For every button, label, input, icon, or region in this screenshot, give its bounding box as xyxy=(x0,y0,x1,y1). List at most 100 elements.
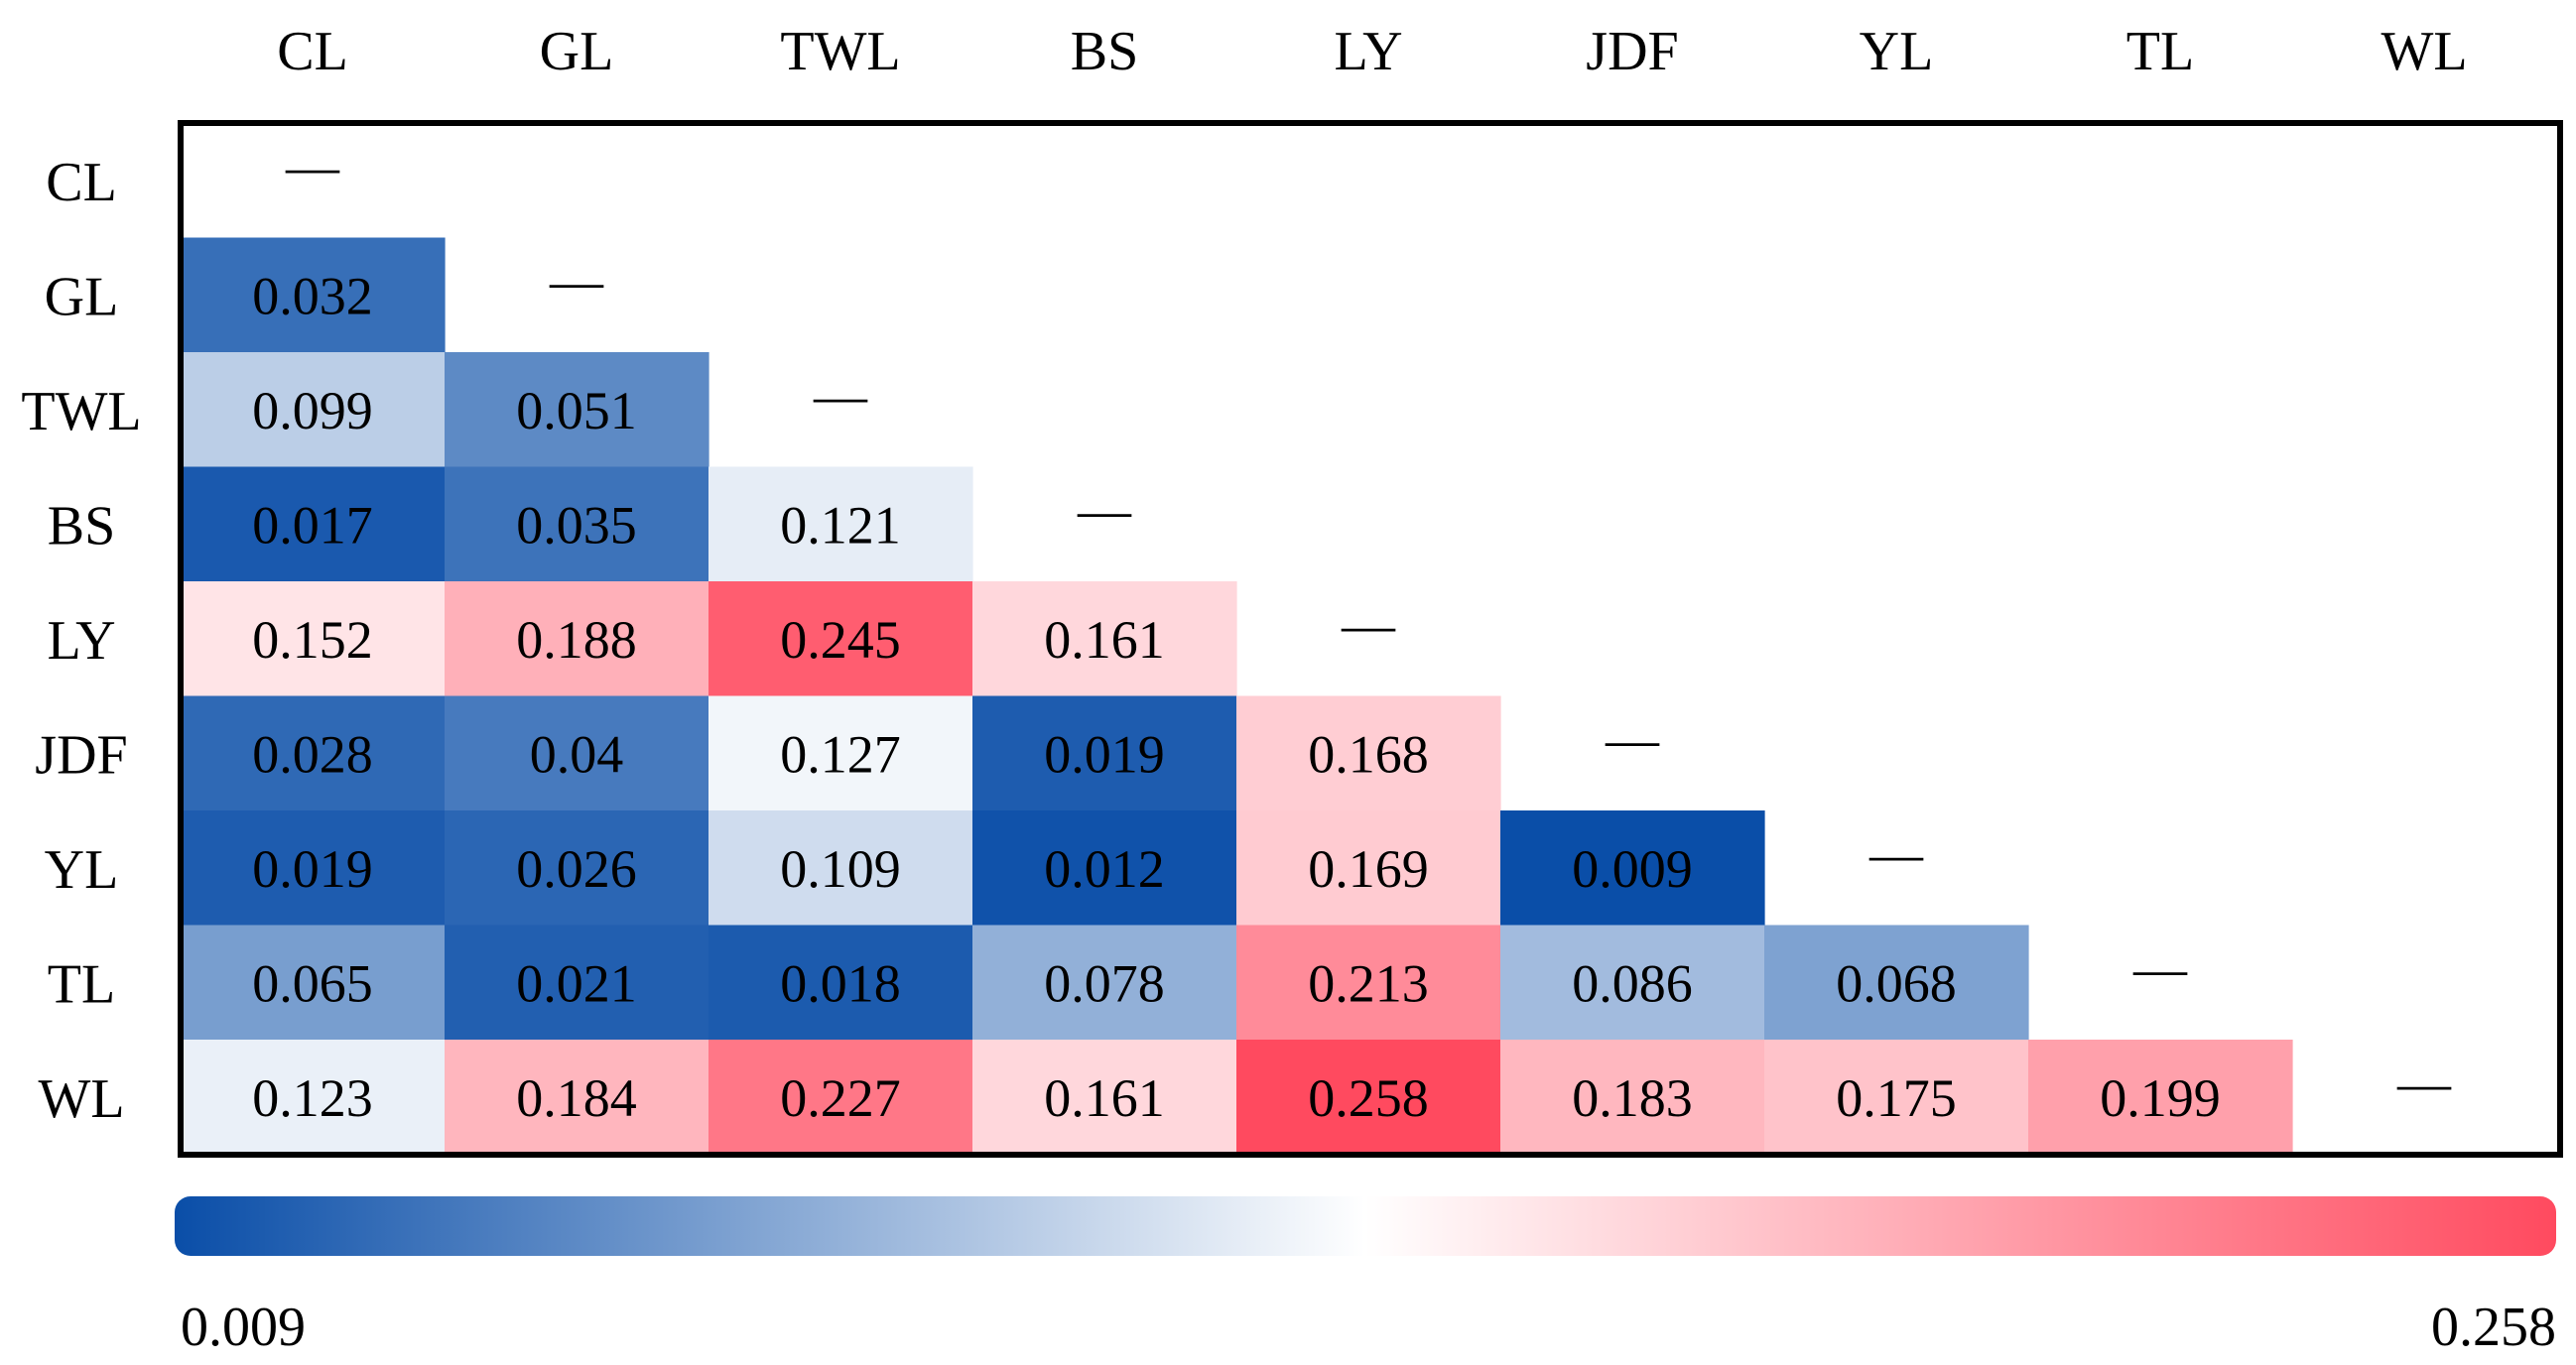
row-label-wl: WL xyxy=(38,1068,124,1130)
cell-jdf-cl xyxy=(181,695,446,811)
col-label-gl: GL xyxy=(540,21,614,82)
cell-value-jdf-ly: 0.168 xyxy=(1308,724,1429,784)
cell-tl-cl xyxy=(181,925,446,1041)
cell-tl-yl xyxy=(1764,925,2029,1041)
diagonal-marker-tl: — xyxy=(2132,938,2188,998)
cell-value-wl-ly: 0.258 xyxy=(1308,1068,1429,1128)
cell-twl-gl xyxy=(445,352,709,468)
row-label-ly: LY xyxy=(47,610,115,672)
cell-yl-twl xyxy=(708,810,973,927)
cell-yl-jdf xyxy=(1500,810,1765,927)
cell-jdf-twl xyxy=(708,695,973,811)
cell-yl-ly xyxy=(1236,810,1501,927)
cell-ly-twl xyxy=(708,581,973,697)
diagonal-marker-wl: — xyxy=(2396,1054,2452,1113)
cell-value-jdf-gl: 0.04 xyxy=(530,724,624,784)
cell-value-twl-gl: 0.051 xyxy=(516,381,637,440)
cell-value-twl-cl: 0.099 xyxy=(252,381,373,440)
plot-frame xyxy=(178,120,2563,1158)
cell-value-wl-gl: 0.184 xyxy=(516,1068,637,1128)
cell-value-gl-cl: 0.032 xyxy=(252,266,373,325)
cell-wl-jdf xyxy=(1500,1040,1765,1156)
cell-value-wl-twl: 0.227 xyxy=(780,1068,901,1128)
col-label-cl: CL xyxy=(277,21,348,82)
cell-value-yl-cl: 0.019 xyxy=(252,839,373,899)
cell-tl-ly xyxy=(1236,925,1501,1041)
cell-wl-cl xyxy=(181,1040,446,1156)
colorbar xyxy=(175,1196,2556,1256)
cell-bs-cl xyxy=(181,466,446,582)
cell-ly-gl xyxy=(445,581,709,697)
cell-value-jdf-cl: 0.028 xyxy=(252,724,373,784)
cell-value-ly-twl: 0.245 xyxy=(780,610,901,670)
cell-value-bs-twl: 0.121 xyxy=(780,495,901,555)
col-label-twl: TWL xyxy=(780,21,900,82)
cell-value-tl-jdf: 0.086 xyxy=(1572,953,1693,1013)
colorbar-max-label: 0.258 xyxy=(2431,1297,2556,1358)
cell-yl-bs xyxy=(972,810,1237,927)
cell-wl-yl xyxy=(1764,1040,2029,1156)
row-label-jdf: JDF xyxy=(35,724,127,786)
row-label-cl: CL xyxy=(46,152,117,213)
cell-value-wl-jdf: 0.183 xyxy=(1572,1068,1693,1128)
cell-gl-cl xyxy=(181,237,446,353)
cell-wl-gl xyxy=(445,1040,709,1156)
cell-value-bs-gl: 0.035 xyxy=(516,495,637,555)
cell-value-tl-yl: 0.068 xyxy=(1836,953,1957,1013)
row-label-bs: BS xyxy=(48,495,116,557)
row-label-yl: YL xyxy=(45,839,119,901)
column-labels: CL GL TWL BS LY JDF YL TL WL xyxy=(277,21,2467,82)
cell-value-tl-bs: 0.078 xyxy=(1044,953,1165,1013)
diagonal-marker-jdf: — xyxy=(1605,709,1660,769)
row-labels: CL GL TWL BS LY JDF YL TL WL xyxy=(21,152,141,1130)
cell-value-yl-ly: 0.169 xyxy=(1308,839,1429,899)
cell-tl-twl xyxy=(708,925,973,1041)
cell-wl-tl xyxy=(2028,1040,2293,1156)
cell-value-tl-cl: 0.065 xyxy=(252,953,373,1013)
diagonal-marker-twl: — xyxy=(813,366,868,426)
cell-jdf-bs xyxy=(972,695,1237,811)
col-label-wl: WL xyxy=(2381,21,2467,82)
diagonal-marker-bs: — xyxy=(1077,480,1132,540)
diagonal-marker-cl: — xyxy=(285,137,340,196)
row-label-gl: GL xyxy=(45,266,119,327)
col-label-yl: YL xyxy=(1860,21,1934,82)
col-label-jdf: JDF xyxy=(1586,21,1678,82)
cell-value-ly-gl: 0.188 xyxy=(516,610,637,670)
col-label-bs: BS xyxy=(1071,21,1139,82)
cell-value-wl-bs: 0.161 xyxy=(1044,1068,1165,1128)
cell-yl-gl xyxy=(445,810,709,927)
col-label-tl: TL xyxy=(2126,21,2194,82)
cell-value-yl-jdf: 0.009 xyxy=(1572,839,1693,899)
diagonal-marker-yl: — xyxy=(1868,824,1924,884)
cell-tl-jdf xyxy=(1500,925,1765,1041)
diagonal-marker-ly: — xyxy=(1341,595,1396,655)
row-label-tl: TL xyxy=(48,953,115,1015)
cell-value-tl-twl: 0.018 xyxy=(780,953,901,1013)
cell-value-wl-tl: 0.199 xyxy=(2100,1068,2221,1128)
row-label-twl: TWL xyxy=(21,381,141,442)
cell-twl-cl xyxy=(181,352,446,468)
cell-value-yl-bs: 0.012 xyxy=(1044,839,1165,899)
cell-ly-bs xyxy=(972,581,1237,697)
heatmap-values: — 0.032 — 0.099 0.051 — 0.017 0.035 0.121 — 0.152 0… xyxy=(252,137,2452,1128)
cell-bs-twl xyxy=(708,466,973,582)
cell-value-tl-gl: 0.021 xyxy=(516,953,637,1013)
cell-yl-cl xyxy=(181,810,446,927)
cell-wl-ly xyxy=(1236,1040,1501,1156)
cell-value-jdf-bs: 0.019 xyxy=(1044,724,1165,784)
cell-value-tl-ly: 0.213 xyxy=(1308,953,1429,1013)
cell-tl-gl xyxy=(445,925,709,1041)
heatmap-cells xyxy=(181,237,2293,1156)
colorbar-min-label: 0.009 xyxy=(181,1297,306,1358)
cell-value-ly-cl: 0.152 xyxy=(252,610,373,670)
cell-tl-bs xyxy=(972,925,1237,1041)
diagonal-marker-gl: — xyxy=(549,251,604,310)
cell-wl-bs xyxy=(972,1040,1237,1156)
cell-wl-twl xyxy=(708,1040,973,1156)
cell-value-ly-bs: 0.161 xyxy=(1044,610,1165,670)
cell-value-bs-cl: 0.017 xyxy=(252,495,373,555)
cell-value-jdf-twl: 0.127 xyxy=(780,724,901,784)
cell-value-wl-yl: 0.175 xyxy=(1836,1068,1957,1128)
